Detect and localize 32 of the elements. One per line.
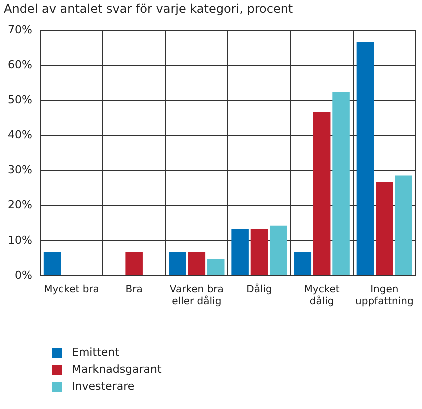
y-tick-label: 60%	[8, 58, 32, 72]
bar	[270, 226, 288, 276]
y-tick-label: 30%	[8, 164, 32, 177]
legend-label: Marknadsgarant	[72, 363, 162, 376]
legend-label: Emittent	[72, 346, 120, 359]
bar	[294, 252, 312, 276]
legend-label: Investerare	[72, 380, 135, 393]
bar	[250, 229, 268, 276]
bar	[376, 182, 394, 276]
bar	[169, 252, 186, 276]
y-tick-label: 50%	[8, 94, 32, 107]
y-tick-label: 20%	[8, 198, 32, 212]
bar	[44, 252, 62, 276]
bar	[313, 112, 331, 276]
bar	[126, 252, 143, 276]
x-tick-label: Dålig	[246, 284, 272, 296]
chart-title: Andel av antalet svar för varje kategori, procent	[3, 1, 294, 16]
bar	[232, 229, 249, 276]
bar	[188, 252, 206, 276]
bar	[207, 259, 225, 276]
x-tick-label: Mycket dålig	[304, 284, 340, 308]
y-tick-label: 0%	[14, 268, 32, 282]
bar	[356, 42, 374, 276]
y-tick-label: 10%	[8, 234, 32, 247]
x-tick-label: Bra	[126, 284, 143, 296]
x-tick-label: Mycket bra	[44, 284, 100, 296]
y-tick-label: 70%	[8, 23, 32, 36]
bar	[395, 176, 412, 276]
x-tick-label: Varken bra eller dålig	[170, 284, 224, 308]
x-tick-label: Ingen uppfattning	[356, 284, 414, 308]
y-tick-label: 40%	[8, 128, 32, 142]
bar	[332, 92, 350, 276]
